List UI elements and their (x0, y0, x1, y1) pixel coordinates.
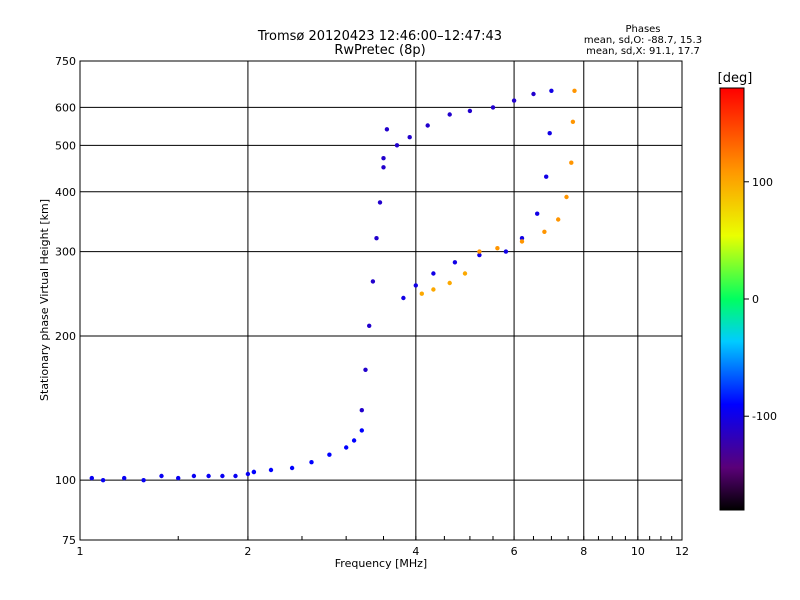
data-point (381, 165, 386, 170)
phase-stats-o: mean, sd,O: -88.7, 15.3 (584, 35, 702, 46)
x-tick-label: 1 (77, 545, 84, 558)
x-tick-label: 10 (631, 545, 645, 558)
data-point (367, 323, 372, 328)
data-point (374, 236, 379, 241)
colorbar-label: [deg] (718, 71, 753, 86)
chart-subtitle: RwPretec (8p) (334, 43, 425, 58)
data-point (370, 279, 376, 284)
data-point (100, 478, 106, 483)
data-point (495, 246, 500, 251)
colorbar: [deg] 100 0 -100 (718, 71, 777, 511)
x-tick-label: 12 (675, 545, 689, 558)
data-point (569, 160, 574, 165)
data-point (206, 473, 211, 479)
y-tick-label: 600 (55, 101, 76, 114)
chart-title: Tromsø 20120423 12:46:00–12:47:43 (257, 29, 502, 44)
colorbar-ticks: 100 0 -100 (744, 176, 777, 423)
data-point (122, 475, 127, 481)
data-point (377, 200, 383, 205)
data-point (233, 473, 238, 479)
x-tick-label: 2 (244, 545, 251, 558)
y-tick-label: 400 (55, 186, 76, 199)
data-point (268, 467, 274, 473)
colorbar-tick-label: 0 (752, 293, 759, 306)
data-point (447, 280, 452, 286)
data-point (394, 143, 400, 148)
data-point (556, 217, 561, 222)
data-point (176, 475, 181, 481)
data-point (359, 428, 364, 433)
data-point (531, 91, 536, 97)
x-tick-label: 8 (580, 545, 587, 558)
data-point (344, 445, 349, 450)
data-point (309, 460, 314, 465)
data-point (519, 236, 525, 241)
data-point (381, 156, 386, 161)
data-point (251, 469, 257, 475)
colorbar-tick-label: -100 (752, 410, 777, 423)
y-tick-label: 500 (55, 139, 76, 152)
data-point (191, 473, 197, 479)
phase-stats-title: Phases (625, 24, 660, 35)
colorbar-gradient (719, 87, 745, 511)
x-tick-label: 6 (511, 545, 518, 558)
chart-titles: Tromsø 20120423 12:46:00–12:47:43 RwPret… (257, 29, 502, 58)
data-point (477, 252, 482, 258)
phase-stats-x: mean, sd,X: 91.1, 17.7 (586, 46, 700, 57)
plot-frame (79, 60, 683, 541)
data-point (549, 88, 554, 94)
data-point (544, 174, 549, 179)
y-tick-label: 100 (55, 474, 76, 487)
data-point (431, 287, 436, 292)
data-point (542, 229, 547, 234)
data-point (447, 112, 452, 117)
phase-stats: Phases mean, sd,O: -88.7, 15.3 mean, sd,… (584, 24, 702, 57)
data-points (89, 88, 577, 483)
data-point (572, 88, 577, 94)
data-point (141, 478, 146, 483)
data-point (462, 271, 468, 276)
data-point (351, 438, 357, 443)
data-point (503, 249, 509, 254)
colorbar-tick-label: 100 (752, 176, 773, 189)
data-point (384, 127, 390, 132)
y-axis-label: Stationary phase Virtual Height [km] (38, 199, 51, 401)
data-point (467, 108, 473, 114)
data-point (413, 283, 418, 288)
data-point (220, 473, 225, 479)
y-tick-label: 75 (62, 534, 76, 547)
data-point (407, 135, 412, 140)
data-point (363, 367, 368, 372)
x-tick-label: 4 (412, 545, 419, 558)
data-point (519, 239, 525, 244)
y-tick-label: 750 (55, 55, 76, 68)
data-point (547, 131, 552, 136)
data-point (564, 194, 569, 200)
y-axis-ticks: 75 100 200 300 400 500 600 750 (55, 55, 76, 547)
x-axis-label: Frequency [MHz] (335, 557, 427, 570)
grid-lines (80, 61, 682, 540)
data-point (289, 465, 295, 471)
data-point (452, 260, 458, 265)
data-point (359, 408, 364, 413)
x-axis-ticks: 1 2 4 6 8 10 12 (77, 536, 689, 558)
data-point (159, 473, 164, 479)
data-point (419, 291, 424, 296)
data-point (425, 123, 430, 128)
data-point (89, 475, 95, 481)
data-point (570, 119, 576, 125)
y-tick-label: 200 (55, 330, 76, 343)
data-point (401, 295, 406, 301)
data-point (477, 249, 482, 254)
data-point (431, 271, 436, 276)
data-point (535, 211, 540, 216)
y-tick-label: 300 (55, 246, 76, 259)
data-point (511, 98, 517, 103)
data-point (327, 452, 332, 457)
data-point (245, 471, 251, 477)
data-point (490, 105, 496, 110)
